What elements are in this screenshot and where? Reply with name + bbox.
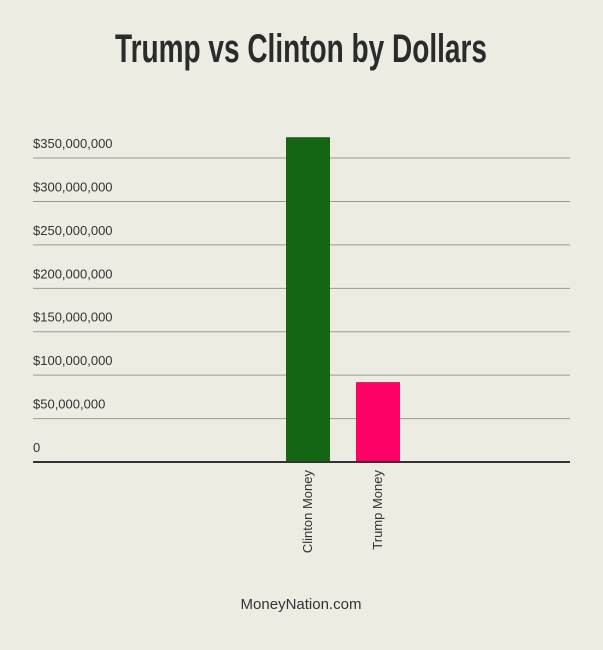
y-tick-label: $350,000,000 [33, 136, 113, 151]
bar [356, 382, 400, 462]
y-tick-label: $200,000,000 [33, 266, 113, 281]
chart-title: Trump vs Clinton by Dollars [115, 27, 487, 71]
x-tick-label: Trump Money [370, 470, 385, 550]
y-tick-label: 0 [33, 440, 40, 455]
y-tick-label: $150,000,000 [33, 310, 113, 325]
y-tick-label: $300,000,000 [33, 179, 113, 194]
y-tick-label: $50,000,000 [33, 397, 105, 412]
bar [286, 137, 330, 463]
y-tick-label: $100,000,000 [33, 353, 113, 368]
x-tick-label: Clinton Money [300, 470, 315, 554]
y-tick-label: $250,000,000 [33, 223, 113, 238]
source-label: MoneyNation.com [241, 596, 362, 613]
